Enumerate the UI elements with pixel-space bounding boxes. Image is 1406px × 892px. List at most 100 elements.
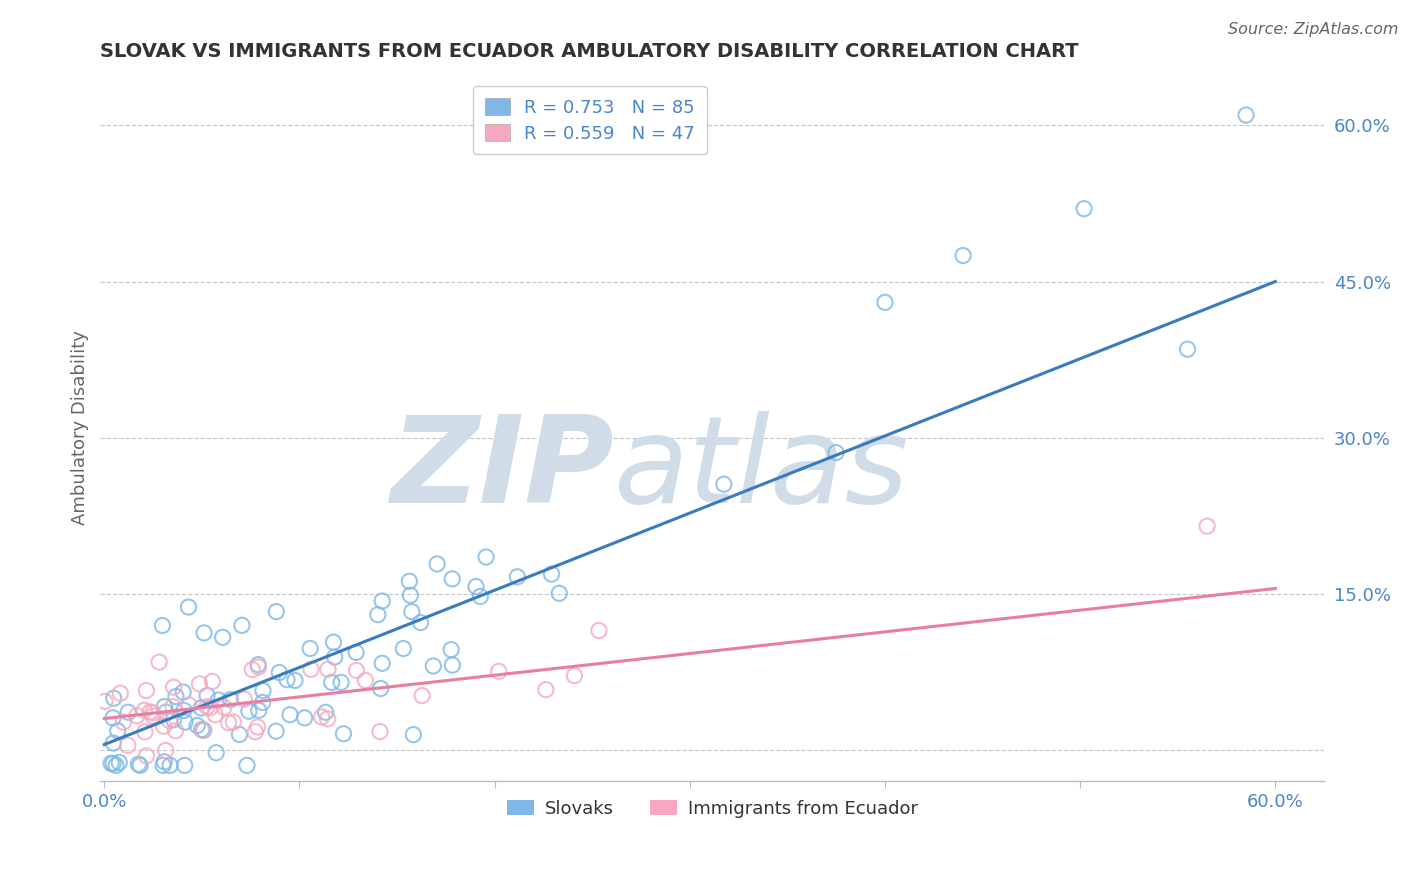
Point	[211, 630, 233, 644]
Point	[129, 758, 152, 772]
Point	[162, 699, 184, 714]
Point	[191, 723, 214, 738]
Text: SLOVAK VS IMMIGRANTS FROM ECUADOR AMBULATORY DISABILITY CORRELATION CHART: SLOVAK VS IMMIGRANTS FROM ECUADOR AMBULA…	[100, 42, 1078, 61]
Point	[465, 580, 488, 594]
Point	[94, 694, 117, 708]
Point	[195, 699, 218, 714]
Point	[1195, 519, 1218, 533]
Point	[152, 719, 174, 733]
Point	[506, 570, 529, 584]
Point	[540, 567, 562, 582]
Point	[190, 701, 212, 715]
Point	[101, 711, 124, 725]
Point	[315, 706, 337, 720]
Point	[155, 743, 177, 757]
Point	[233, 692, 256, 706]
Point	[264, 724, 287, 739]
Point	[153, 699, 176, 714]
Point	[311, 710, 333, 724]
Point	[204, 707, 226, 722]
Point	[153, 755, 176, 769]
Legend: Slovaks, Immigrants from Ecuador: Slovaks, Immigrants from Ecuador	[499, 793, 925, 825]
Point	[173, 703, 195, 717]
Point	[713, 477, 735, 491]
Point	[207, 693, 229, 707]
Point	[193, 626, 215, 640]
Point	[117, 739, 139, 753]
Point	[332, 727, 354, 741]
Point	[205, 746, 228, 760]
Y-axis label: Ambulatory Disability: Ambulatory Disability	[72, 330, 89, 524]
Point	[299, 662, 322, 676]
Point	[245, 724, 267, 739]
Point	[316, 712, 339, 726]
Point	[873, 295, 896, 310]
Point	[409, 615, 432, 630]
Point	[222, 714, 245, 729]
Point	[173, 758, 195, 772]
Point	[367, 607, 389, 622]
Point	[191, 723, 214, 737]
Point	[398, 574, 420, 589]
Point	[198, 701, 221, 715]
Point	[110, 686, 132, 700]
Point	[825, 445, 848, 459]
Point	[152, 758, 174, 772]
Point	[177, 600, 200, 615]
Text: ZIP: ZIP	[391, 411, 614, 528]
Point	[276, 673, 298, 687]
Point	[238, 704, 260, 718]
Point	[162, 713, 184, 727]
Point	[402, 728, 425, 742]
Point	[195, 689, 218, 703]
Point	[422, 659, 444, 673]
Point	[159, 758, 181, 772]
Point	[322, 635, 344, 649]
Point	[401, 605, 423, 619]
Point	[470, 590, 492, 604]
Point	[219, 692, 242, 706]
Point	[125, 708, 148, 723]
Point	[371, 657, 394, 671]
Point	[294, 711, 316, 725]
Point	[135, 683, 157, 698]
Text: Source: ZipAtlas.com: Source: ZipAtlas.com	[1229, 22, 1399, 37]
Point	[127, 757, 149, 772]
Point	[321, 675, 343, 690]
Point	[441, 658, 464, 673]
Point	[228, 727, 250, 741]
Point	[240, 663, 263, 677]
Point	[266, 605, 288, 619]
Point	[588, 624, 610, 638]
Point	[330, 675, 353, 690]
Point	[534, 682, 557, 697]
Point	[150, 618, 173, 632]
Point	[193, 723, 215, 738]
Point	[284, 673, 307, 688]
Point	[177, 698, 200, 712]
Point	[112, 715, 135, 730]
Point	[231, 618, 253, 632]
Point	[1073, 202, 1095, 216]
Point	[323, 650, 346, 665]
Point	[105, 758, 128, 772]
Point	[278, 707, 301, 722]
Point	[107, 723, 129, 738]
Point	[139, 705, 162, 719]
Point	[212, 700, 235, 714]
Point	[186, 718, 208, 732]
Point	[134, 725, 156, 739]
Point	[246, 720, 269, 734]
Point	[148, 655, 170, 669]
Point	[399, 588, 422, 602]
Point	[1234, 108, 1257, 122]
Point	[371, 594, 394, 608]
Point	[247, 657, 270, 672]
Point	[174, 715, 197, 730]
Point	[269, 665, 291, 680]
Point	[236, 758, 259, 772]
Point	[218, 715, 240, 730]
Point	[188, 677, 211, 691]
Point	[134, 703, 156, 717]
Point	[162, 680, 184, 694]
